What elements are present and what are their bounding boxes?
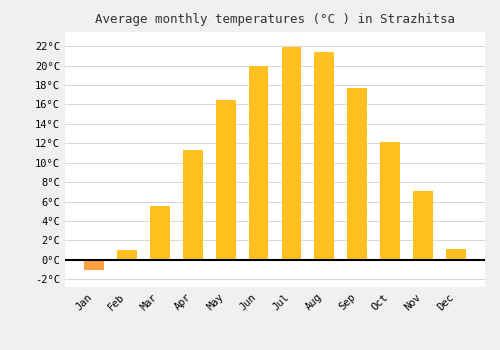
- Bar: [216, 100, 236, 260]
- Bar: [380, 142, 400, 260]
- Bar: [248, 66, 268, 260]
- Bar: [348, 88, 367, 260]
- Title: Average monthly temperatures (°C ) in Strazhitsa: Average monthly temperatures (°C ) in St…: [95, 13, 455, 26]
- Bar: [84, 260, 104, 270]
- Bar: [150, 206, 170, 260]
- Bar: [282, 47, 302, 260]
- Bar: [314, 52, 334, 260]
- Bar: [183, 150, 203, 260]
- Bar: [446, 249, 466, 260]
- Bar: [413, 191, 433, 260]
- Bar: [117, 250, 137, 260]
